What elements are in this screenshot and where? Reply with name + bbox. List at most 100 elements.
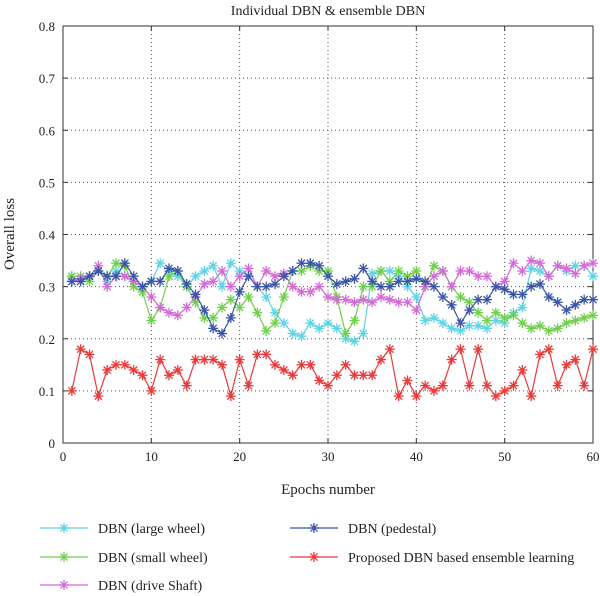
marker-stroke xyxy=(412,274,421,283)
marker-stroke xyxy=(85,272,94,281)
data-point xyxy=(384,294,395,305)
data-point xyxy=(535,279,545,290)
marker-stroke xyxy=(253,350,262,359)
marker-stroke xyxy=(156,355,165,364)
x-tick-label: 0 xyxy=(60,449,67,464)
series-4 xyxy=(66,344,598,402)
marker-stroke xyxy=(244,293,253,302)
marker-stroke xyxy=(218,329,226,338)
marker-stroke xyxy=(368,269,377,278)
marker-stroke xyxy=(394,392,403,401)
marker-stroke xyxy=(182,280,191,289)
marker-stroke xyxy=(447,282,456,291)
data-point xyxy=(199,279,210,290)
data-point xyxy=(323,271,333,282)
marker-stroke xyxy=(553,261,562,270)
marker-stroke xyxy=(165,308,173,317)
marker-stroke xyxy=(518,290,527,299)
data-point xyxy=(270,359,280,370)
legend-item-4: Proposed DBN based ensemble learning xyxy=(290,551,574,566)
data-point xyxy=(446,299,457,310)
data-point xyxy=(217,302,227,313)
data-point xyxy=(331,323,342,334)
x-tick-label: 10 xyxy=(145,449,158,464)
data-point xyxy=(349,273,360,284)
data-point xyxy=(323,380,333,391)
marker-stroke xyxy=(394,298,403,307)
data-point xyxy=(384,265,395,276)
data-point xyxy=(588,258,598,269)
marker-stroke xyxy=(209,313,218,322)
marker-stroke xyxy=(483,324,491,333)
data-point xyxy=(208,312,219,323)
data-point xyxy=(570,299,581,310)
marker-stroke xyxy=(60,553,68,561)
marker-stroke xyxy=(156,259,165,268)
data-point xyxy=(517,265,528,276)
marker-stroke xyxy=(209,277,218,286)
x-tick-label: 40 xyxy=(410,449,423,464)
data-point xyxy=(552,380,563,391)
marker-stroke xyxy=(500,277,509,286)
marker-stroke xyxy=(200,266,209,275)
data-point xyxy=(446,281,457,292)
marker-stroke xyxy=(580,313,589,322)
data-point xyxy=(314,375,325,386)
marker-stroke xyxy=(165,371,173,380)
marker-stroke xyxy=(147,386,156,395)
marker-stroke xyxy=(271,319,279,328)
marker-stroke xyxy=(483,272,491,281)
marker-stroke xyxy=(421,381,430,390)
marker-stroke xyxy=(297,266,306,275)
data-point xyxy=(252,281,263,292)
marker-stroke xyxy=(103,282,112,291)
y-tick-label: 0.3 xyxy=(39,280,55,295)
data-point xyxy=(164,370,174,381)
marker-stroke xyxy=(297,332,306,341)
y-axis-label: Overall loss xyxy=(2,198,18,270)
data-point xyxy=(473,307,484,318)
marker-stroke xyxy=(209,324,218,333)
data-point xyxy=(314,281,325,292)
marker-stroke xyxy=(474,308,483,317)
marker-stroke xyxy=(509,259,518,268)
data-point xyxy=(490,391,501,402)
legend-label: DBN (large wheel) xyxy=(98,522,205,537)
marker-stroke xyxy=(580,381,589,390)
marker-stroke xyxy=(447,300,456,309)
marker-stroke xyxy=(359,371,368,380)
marker-stroke xyxy=(456,345,465,354)
marker-stroke xyxy=(235,287,244,296)
marker-stroke xyxy=(156,277,165,286)
marker-stroke xyxy=(209,261,218,270)
data-point xyxy=(155,302,166,313)
marker-stroke xyxy=(288,266,297,275)
marker-stroke xyxy=(438,381,447,390)
data-point xyxy=(552,297,563,308)
legend-label: DBN (pedestal) xyxy=(348,522,437,537)
data-point xyxy=(376,281,386,292)
marker-stroke xyxy=(465,321,474,330)
marker-stroke xyxy=(165,264,173,273)
data-point xyxy=(588,294,598,305)
data-point xyxy=(526,323,537,334)
marker-stroke xyxy=(332,280,341,289)
y-tick-label: 0 xyxy=(49,436,56,451)
marker-stroke xyxy=(191,272,200,281)
data-point xyxy=(429,260,439,271)
data-point xyxy=(66,385,77,396)
marker-stroke xyxy=(377,266,385,275)
marker-stroke xyxy=(315,376,324,385)
data-point xyxy=(208,260,219,271)
data-point xyxy=(146,292,157,303)
data-point xyxy=(358,294,369,305)
data-point xyxy=(429,312,439,323)
data-point xyxy=(208,354,219,365)
data-point xyxy=(552,260,563,271)
data-point xyxy=(137,370,148,381)
data-point xyxy=(482,323,492,334)
data-point xyxy=(508,310,519,321)
data-point xyxy=(499,284,510,295)
data-point xyxy=(579,260,590,271)
